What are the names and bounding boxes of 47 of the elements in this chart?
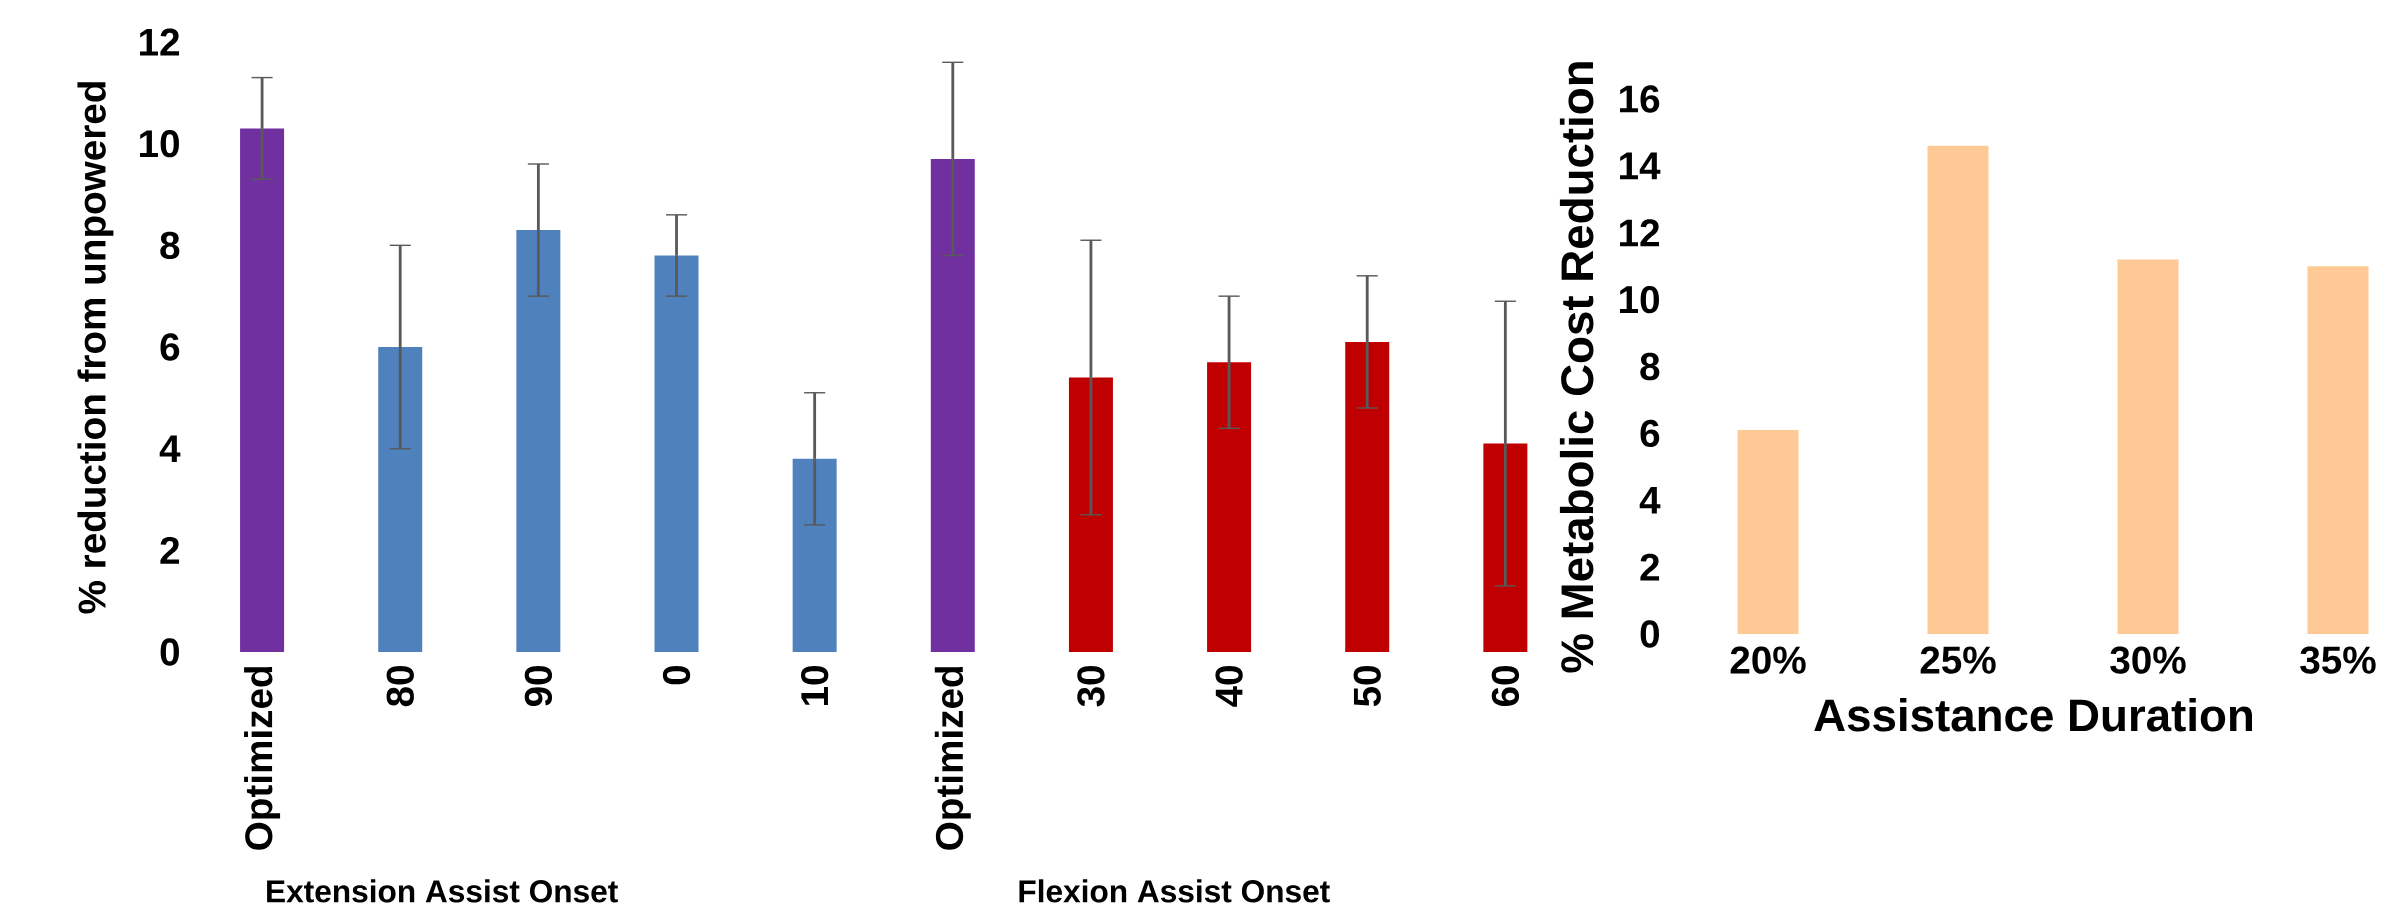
- x-tick-label: 40: [1215, 666, 1243, 707]
- x-tick-label: 0: [662, 666, 691, 685]
- y-tick-label: 0: [1640, 620, 1659, 648]
- x-tick-label: Optimized: [244, 666, 281, 850]
- y-tick-label: 12: [1620, 219, 1660, 247]
- bar: [930, 158, 975, 652]
- bar: [378, 347, 423, 652]
- y-tick-label: 14: [1620, 152, 1661, 180]
- y-tick-label: 10: [1620, 285, 1659, 314]
- y-tick-label: 8: [160, 231, 180, 260]
- y-tick-label: 10: [140, 130, 179, 158]
- x-axis-title: Assistance Duration: [1814, 697, 2252, 732]
- x-tick-label: 80: [386, 666, 414, 707]
- bar: [1345, 341, 1390, 652]
- text: Extension Assist Onset: [267, 879, 618, 903]
- y-axis-title: % Metabolic Cost Reduction: [1559, 62, 1594, 673]
- text: Flexion Assist Onset: [1019, 879, 1330, 903]
- x-tick-label: 10: [801, 666, 829, 705]
- x-tick-label: Optimized: [934, 666, 971, 850]
- bar: [240, 128, 285, 652]
- bar: [2117, 259, 2179, 634]
- bar: [1737, 430, 1799, 634]
- bar: [1927, 145, 1989, 634]
- y-tick-label: 2: [160, 536, 180, 564]
- y-tick-label: 4: [159, 435, 181, 462]
- x-tick-label: 30: [1077, 666, 1105, 707]
- y-tick-label: 8: [1640, 352, 1660, 381]
- bar: [1207, 362, 1252, 652]
- bar: [792, 458, 837, 652]
- y-tick-label: 12: [140, 28, 180, 56]
- x-tick-label: 25%: [1920, 646, 1996, 674]
- bar: [516, 230, 561, 652]
- y-tick-label: 4: [1639, 486, 1661, 514]
- x-tick-label: 30%: [2110, 646, 2186, 674]
- y-tick-label: 6: [1640, 419, 1660, 448]
- bar: [654, 255, 699, 652]
- x-tick-label: 90: [524, 666, 553, 707]
- y-tick-label: 16: [1620, 85, 1660, 113]
- x-tick-label: 50: [1353, 666, 1381, 707]
- y-tick-label: 6: [160, 333, 180, 361]
- y-tick-label: 2: [1640, 553, 1660, 581]
- x-tick-label: 20%: [1730, 646, 1806, 674]
- y-axis-title: % reduction from unpowered: [77, 82, 114, 614]
- x-tick-label: 60: [1491, 666, 1520, 706]
- x-tick-label: 35%: [2300, 646, 2376, 674]
- bar: [1068, 377, 1113, 652]
- bar: [2307, 266, 2369, 634]
